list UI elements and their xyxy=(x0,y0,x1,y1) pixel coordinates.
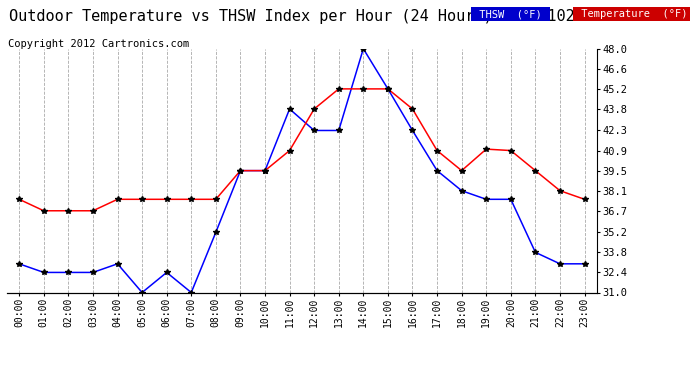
Text: Copyright 2012 Cartronics.com: Copyright 2012 Cartronics.com xyxy=(8,39,190,50)
Text: Temperature  (°F): Temperature (°F) xyxy=(575,9,690,20)
Text: THSW  (°F): THSW (°F) xyxy=(473,9,548,20)
Text: Outdoor Temperature vs THSW Index per Hour (24 Hours)  20121028: Outdoor Temperature vs THSW Index per Ho… xyxy=(9,9,584,24)
